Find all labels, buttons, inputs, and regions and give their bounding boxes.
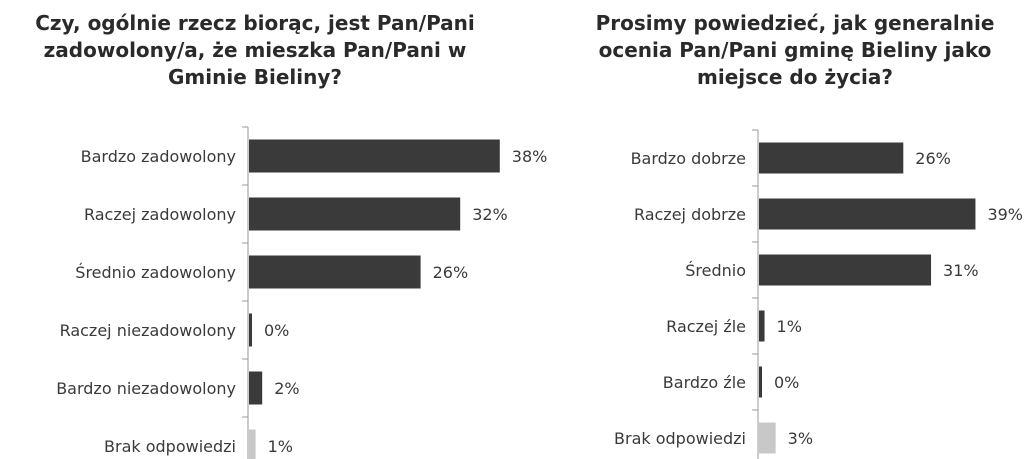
- category-label: Raczej zadowolony: [84, 205, 236, 224]
- value-label: 0%: [774, 373, 799, 392]
- value-label: 0%: [264, 321, 289, 340]
- chart-title-rating: Prosimy powiedzieć, jak generalnie oceni…: [595, 11, 995, 89]
- value-label: 39%: [987, 205, 1023, 224]
- bar: [759, 142, 904, 174]
- category-label: Bardzo źle: [663, 373, 746, 392]
- bar: [759, 198, 976, 230]
- category-label: Średnio: [685, 261, 746, 280]
- category-label: Bardzo dobrze: [631, 149, 746, 168]
- bar: [249, 197, 461, 231]
- bar: [759, 422, 776, 454]
- value-label: 1%: [777, 317, 802, 336]
- category-label: Raczej źle: [666, 317, 746, 336]
- value-label: 38%: [512, 147, 548, 166]
- category-label: Brak odpowiedzi: [104, 437, 236, 456]
- value-label: 3%: [788, 429, 813, 448]
- bar: [249, 371, 263, 405]
- value-label: 26%: [915, 149, 951, 168]
- value-label: 2%: [274, 379, 299, 398]
- category-label: Brak odpowiedzi: [614, 429, 746, 448]
- bar: [249, 429, 256, 459]
- category-label: Średnio zadowolony: [75, 263, 236, 282]
- category-label: Raczej dobrze: [634, 205, 746, 224]
- bar: [759, 254, 932, 286]
- chart-title-satisfaction: Czy, ogólnie rzecz biorąc, jest Pan/Pani…: [35, 11, 475, 89]
- value-label: 32%: [472, 205, 508, 224]
- bar: [249, 139, 500, 173]
- category-label: Bardzo zadowolony: [81, 147, 236, 166]
- bar: [249, 255, 421, 289]
- value-label: 26%: [433, 263, 469, 282]
- value-label: 1%: [268, 437, 293, 456]
- bar: [249, 313, 252, 347]
- bar: [759, 366, 762, 398]
- bar: [759, 310, 765, 342]
- value-label: 31%: [943, 261, 979, 280]
- category-label: Bardzo niezadowolony: [56, 379, 236, 398]
- category-label: Raczej niezadowolony: [60, 321, 236, 340]
